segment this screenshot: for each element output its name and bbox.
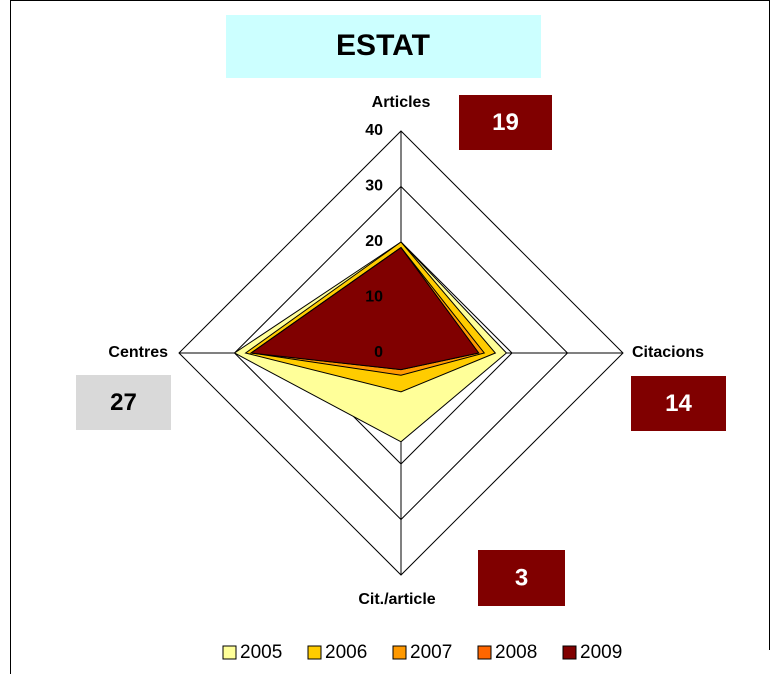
r-tick-label: 30 bbox=[365, 178, 383, 195]
r-tick-label: 40 bbox=[365, 122, 383, 139]
legend-label: 2005 bbox=[240, 642, 282, 663]
annotation-box bbox=[478, 550, 565, 606]
legend-swatch bbox=[562, 645, 577, 660]
annotation: 19 bbox=[492, 109, 519, 136]
annotation: 3 bbox=[515, 564, 528, 591]
r-tick-label: 10 bbox=[365, 289, 383, 306]
legend-swatch bbox=[477, 645, 492, 660]
legend-swatch bbox=[222, 645, 237, 660]
category-label: Cit./article bbox=[358, 591, 435, 608]
chart-title: ESTAT bbox=[336, 29, 430, 62]
category-label: Citacions bbox=[632, 344, 704, 361]
legend-swatch bbox=[307, 645, 322, 660]
legend-label: 2008 bbox=[495, 642, 537, 663]
category-label: Articles bbox=[372, 94, 431, 111]
annotation-box bbox=[631, 376, 726, 431]
legend-label: 2006 bbox=[325, 642, 367, 663]
series-area bbox=[249, 246, 480, 371]
annotation-box bbox=[459, 95, 552, 150]
r-tick-label: 20 bbox=[365, 233, 383, 250]
frame bbox=[10, 0, 770, 674]
title-box bbox=[226, 15, 541, 78]
legend-label: 2009 bbox=[580, 642, 622, 663]
legend-swatch bbox=[392, 645, 407, 660]
annotation-box bbox=[76, 375, 171, 430]
annotation: 27 bbox=[110, 389, 137, 416]
annotation: 14 bbox=[665, 390, 692, 417]
r-tick-label: 0 bbox=[374, 344, 383, 361]
legend-label: 2007 bbox=[410, 642, 452, 663]
category-label: Centres bbox=[108, 344, 168, 361]
